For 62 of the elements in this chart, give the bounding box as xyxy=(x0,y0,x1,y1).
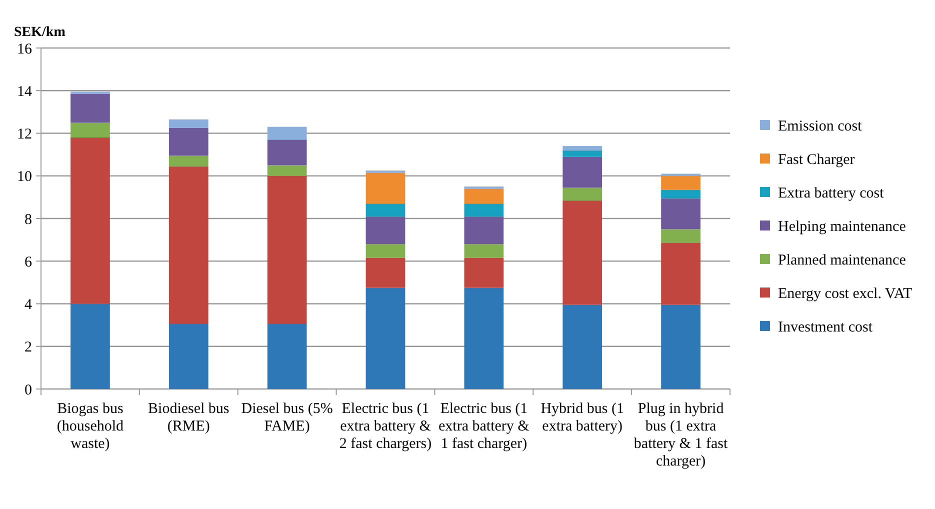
bar xyxy=(70,304,110,389)
bar xyxy=(168,166,208,324)
x-tick-label: Biogas bus (household waste) xyxy=(56,401,124,452)
y-tick-label: 6 xyxy=(24,254,32,270)
y-tick-label: 16 xyxy=(17,41,32,58)
bar xyxy=(366,288,406,389)
bar xyxy=(70,122,110,138)
y-tick-label: 8 xyxy=(24,212,32,228)
bar xyxy=(366,244,406,258)
x-tick-label: Electric bus (1 extra battery & 1 fast charger) xyxy=(438,401,530,452)
legend-label: Fast Charger xyxy=(778,152,855,168)
bar xyxy=(464,288,504,389)
bar xyxy=(366,216,406,244)
bar xyxy=(464,244,504,258)
bar xyxy=(562,304,602,389)
x-tick-label: Diesel bus (5% FAME) xyxy=(241,401,333,434)
legend-label: Emission cost xyxy=(778,118,863,134)
x-tick-label: Plug in hybrid bus (1 extra battery & 1 fast charger) xyxy=(634,401,728,470)
legend-label: Helping maintenance xyxy=(778,218,906,235)
bar xyxy=(168,119,208,128)
bar xyxy=(562,200,602,305)
bar xyxy=(661,176,700,190)
y-tick-label: 12 xyxy=(17,126,32,142)
bar xyxy=(562,156,602,188)
bar xyxy=(661,190,700,198)
bar xyxy=(267,324,307,389)
bar xyxy=(70,138,110,304)
x-tick-label: Hybrid bus (1 extra battery) xyxy=(540,401,624,434)
legend-label: Energy cost excl. VAT xyxy=(778,286,912,302)
x-tick-label: Biodiesel bus (RME) xyxy=(148,401,230,434)
y-tick-label: 2 xyxy=(24,340,32,356)
y-axis-title: SEK/km xyxy=(14,25,66,40)
bar xyxy=(464,216,504,244)
bar xyxy=(267,176,307,324)
bar xyxy=(267,165,307,176)
bar xyxy=(70,94,110,123)
legend-label: Planned maintenance xyxy=(778,252,906,268)
bar xyxy=(168,156,208,166)
bar xyxy=(562,146,602,150)
bar xyxy=(168,324,208,389)
bar xyxy=(661,229,700,244)
x-tick-label: Electric bus (1 extra battery & 2 fast chargers) xyxy=(339,401,432,452)
bar xyxy=(464,188,504,204)
bar xyxy=(464,258,504,288)
bar xyxy=(267,126,307,140)
bar xyxy=(267,140,307,166)
bar xyxy=(366,204,406,216)
bar xyxy=(562,188,602,200)
bar xyxy=(464,204,504,216)
bar xyxy=(366,172,406,204)
legend-label: Investment cost xyxy=(778,319,874,336)
bar xyxy=(661,304,700,389)
y-tick-label: 4 xyxy=(24,297,32,313)
bar xyxy=(168,128,208,156)
y-tick-label: 10 xyxy=(17,169,32,186)
bar xyxy=(661,243,700,305)
bar xyxy=(562,150,602,157)
bar xyxy=(661,198,700,230)
bar xyxy=(366,258,406,288)
y-tick-label: 0 xyxy=(24,382,32,398)
legend-label: Extra battery cost xyxy=(778,185,885,202)
y-tick-label: 14 xyxy=(17,84,32,100)
